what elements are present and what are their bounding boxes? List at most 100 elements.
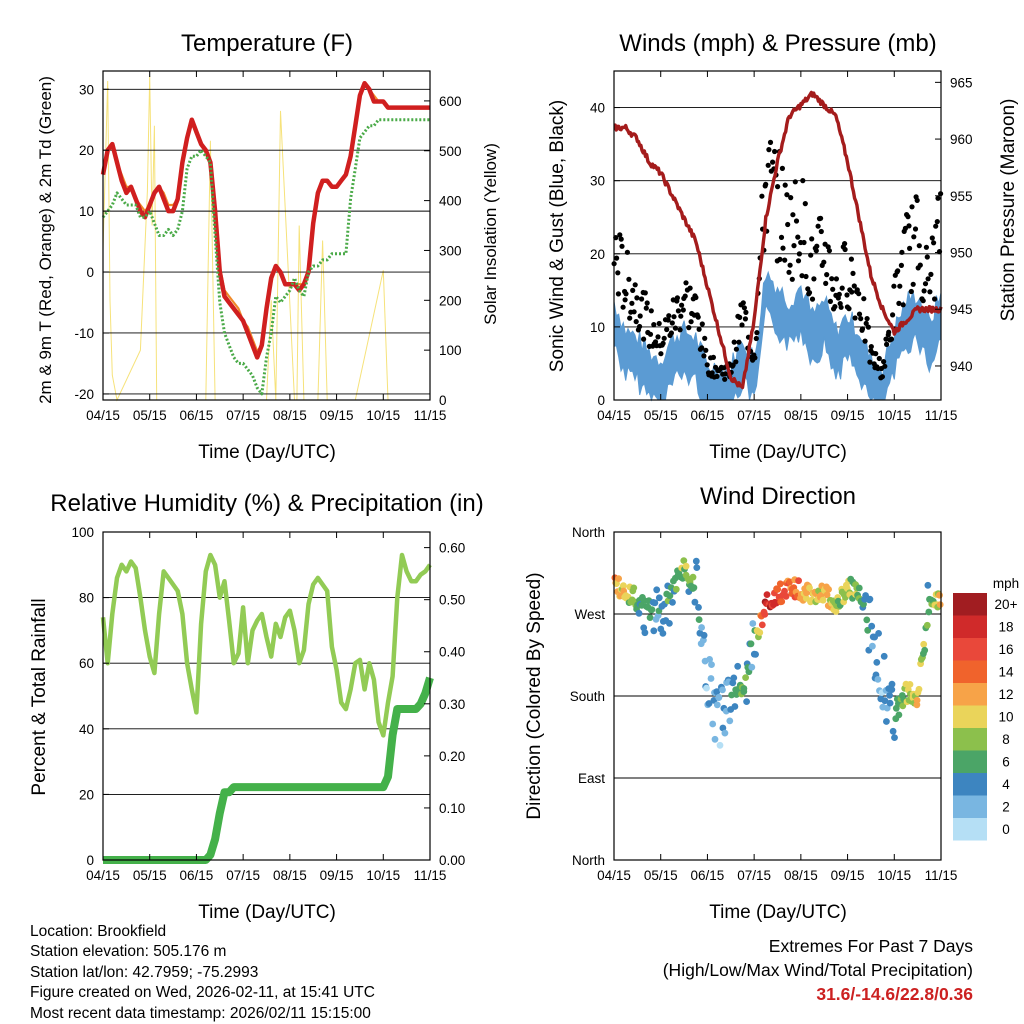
- gust-point: [791, 243, 797, 249]
- direction-point: [690, 584, 698, 592]
- direction-point: [726, 717, 734, 725]
- direction-point: [863, 616, 871, 624]
- direction-point: [651, 599, 659, 607]
- direction-point: [630, 584, 638, 592]
- direction-point: [763, 591, 771, 598]
- direction-point: [708, 661, 715, 668]
- direction-point: [692, 557, 700, 565]
- colorbar-label: 16: [998, 642, 1013, 657]
- colorbar-swatch: [953, 683, 987, 706]
- gust-point: [876, 355, 882, 362]
- gust-point: [922, 281, 929, 287]
- y2-tick-label: 965: [950, 75, 973, 90]
- direction-point: [778, 598, 786, 605]
- gust-point: [838, 304, 844, 310]
- direction-point: [782, 592, 790, 600]
- gust-point: [766, 147, 772, 153]
- y-tick-label: 0: [597, 393, 605, 408]
- gust-point: [618, 236, 624, 242]
- gust-point: [644, 300, 650, 306]
- gust-point: [897, 283, 903, 289]
- gust-point: [910, 281, 916, 287]
- direction-point: [786, 578, 793, 586]
- colorbar-swatch: [953, 705, 987, 728]
- gust-point: [687, 285, 693, 291]
- y-tick-label: 80: [79, 591, 94, 606]
- y-tick-label: 100: [71, 525, 94, 540]
- y-tick-label: -20: [74, 387, 94, 402]
- gust-point: [733, 359, 739, 365]
- winds-frame: [613, 70, 942, 401]
- direction-point: [920, 640, 928, 648]
- gust-point: [833, 276, 840, 282]
- gust-point: [699, 345, 705, 351]
- x-tick-label: 06/15: [691, 868, 725, 883]
- gust-point: [815, 223, 821, 229]
- gust-point: [630, 287, 636, 293]
- gust-point: [839, 285, 845, 291]
- gust-point: [772, 148, 778, 155]
- x-tick-label: 09/15: [320, 868, 354, 883]
- gust-point: [792, 179, 798, 185]
- direction-point: [936, 601, 944, 608]
- direction-point: [721, 729, 729, 737]
- direction-point: [886, 692, 893, 699]
- gust-point: [696, 326, 702, 332]
- x-tick-label: 10/15: [366, 408, 400, 423]
- gust-point: [679, 302, 685, 308]
- direction-point: [869, 642, 876, 650]
- direction-point: [713, 688, 721, 696]
- gust-point: [883, 336, 889, 342]
- direction-point: [936, 591, 943, 599]
- gust-point: [917, 262, 923, 268]
- gust-point: [809, 296, 816, 302]
- gust-point: [788, 195, 794, 201]
- pressure-ylabel: Station Pressure (Maroon): [998, 99, 1019, 322]
- direction-point: [615, 575, 622, 582]
- gust-point: [799, 273, 805, 279]
- y2-tick-label: 960: [950, 132, 973, 147]
- winds-series-layer: [611, 90, 944, 402]
- colorbar-swatch: [953, 660, 987, 683]
- gust-point: [753, 335, 759, 342]
- y2-tick-label: 955: [950, 189, 973, 204]
- pressure-line: [613, 90, 943, 390]
- gust-point: [842, 246, 848, 253]
- x-tick-label: 11/15: [414, 408, 447, 423]
- colorbar-swatch: [953, 638, 987, 661]
- gust-point: [677, 327, 683, 333]
- gust-point: [740, 300, 746, 306]
- direction-point: [682, 562, 690, 570]
- gust-point: [737, 314, 743, 320]
- gust-point: [844, 292, 850, 298]
- gust-point: [668, 330, 675, 336]
- gust-point: [824, 272, 830, 278]
- gust-point: [661, 335, 667, 341]
- solar-insolation-line: [102, 75, 430, 402]
- gust-point: [932, 296, 938, 302]
- gust-point: [795, 258, 802, 264]
- gust-point: [642, 290, 648, 296]
- gust-point: [823, 280, 829, 286]
- x-tick-label: 04/15: [597, 868, 631, 883]
- gust-point: [714, 373, 720, 379]
- gust-point: [614, 255, 620, 261]
- gust-point: [912, 226, 919, 232]
- y2-tick-label: 100: [439, 343, 462, 358]
- colorbar-label: 18: [998, 620, 1013, 635]
- y2-tick-label: 0.40: [439, 645, 465, 660]
- gust-point: [931, 240, 937, 246]
- gust-point: [785, 221, 791, 228]
- solar-ylabel: Solar Insolation (Yellow): [481, 143, 500, 325]
- gust-point: [615, 291, 622, 297]
- humidity-title: Relative Humidity (%) & Precipitation (i…: [50, 490, 483, 517]
- gust-point: [787, 262, 793, 268]
- direction-point: [886, 699, 894, 707]
- direction-point: [924, 581, 932, 589]
- gust-point: [888, 336, 895, 342]
- direction-point: [691, 598, 699, 606]
- winds-panel: Winds (mph) & Pressure (mb) 04/15 05/15 06…: [547, 30, 1019, 463]
- gust-point: [795, 234, 801, 240]
- wind-direction-title: Wind Direction: [700, 483, 856, 510]
- gust-point: [778, 234, 785, 240]
